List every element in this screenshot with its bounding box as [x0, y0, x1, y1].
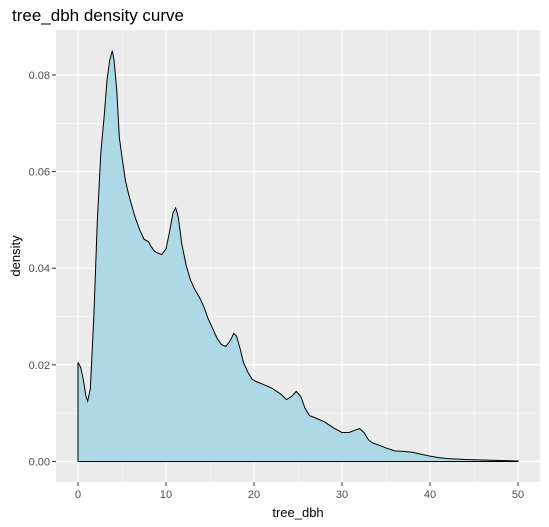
x-tick-label: 30 — [336, 489, 348, 501]
y-axis-title: density — [8, 235, 23, 277]
x-axis: 0 10 20 30 40 50 — [75, 482, 524, 501]
x-tick-label: 50 — [512, 489, 524, 501]
x-axis-title: tree_dbh — [272, 505, 323, 520]
x-tick-label: 10 — [160, 489, 172, 501]
x-tick-label: 40 — [424, 489, 436, 501]
y-axis: 0.00 0.02 0.04 0.06 0.08 — [29, 70, 56, 468]
y-tick-label: 0.04 — [29, 263, 50, 275]
y-tick-label: 0.08 — [29, 70, 50, 82]
x-tick-label: 0 — [75, 489, 81, 501]
density-line — [77, 50, 519, 462]
density-area — [78, 50, 518, 462]
y-tick-label: 0.00 — [29, 456, 50, 468]
y-tick-label: 0.02 — [29, 360, 50, 372]
chart-title: tree_dbh density curve — [12, 6, 184, 25]
y-tick-label: 0.06 — [29, 167, 50, 179]
x-tick-label: 20 — [248, 489, 260, 501]
